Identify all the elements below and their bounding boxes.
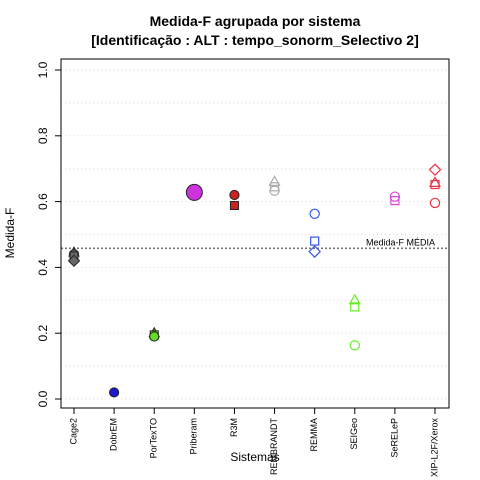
points-layer — [67, 163, 442, 398]
data-point-circle — [185, 183, 203, 201]
data-point-circle — [269, 185, 280, 196]
x-tick-label: R3M — [229, 418, 239, 437]
data-point-circle — [349, 340, 360, 351]
data-point-square — [269, 182, 280, 192]
data-point-square — [229, 201, 239, 211]
x-axis-label: Sistemas — [230, 450, 279, 464]
data-point-diamond — [67, 254, 81, 268]
chart-title: Medida-F agrupada por sistema — [150, 13, 361, 29]
data-point-circle — [389, 191, 401, 202]
x-tick-label: Cage2 — [68, 418, 78, 445]
data-point-triangle — [428, 176, 442, 187]
reference-line-label: Medida-F MÉDIA — [366, 237, 435, 247]
x-tick-label: SeRELeP — [389, 418, 399, 458]
data-point-diamond — [428, 163, 442, 177]
chart-subtitle: [Identificação : ALT : tempo_sonorm_Sele… — [91, 32, 419, 48]
x-tick-label: Priberam — [189, 418, 199, 455]
data-point-diamond — [308, 245, 322, 258]
data-point-triangle — [268, 175, 281, 186]
y-tick-label: 0.4 — [36, 259, 50, 276]
data-point-circle — [229, 189, 240, 201]
y-axis-label: Medida-F — [3, 208, 17, 259]
data-point-square — [310, 236, 320, 246]
y-tick-label: 0.8 — [36, 127, 50, 144]
y-tick-label: 1.0 — [36, 61, 50, 78]
x-tick-label: REMMA — [309, 418, 319, 452]
y-tick-label: 0.0 — [36, 390, 50, 407]
axes-layer: 0.0 0.2 0.4 0.6 0.8 1.0 Cage2 DobrEM PorTexTO Pri… — [36, 58, 450, 478]
y-tick-label: 0.2 — [36, 325, 50, 342]
x-tick-label: DobrEM — [108, 418, 118, 451]
data-point-circle — [309, 208, 320, 219]
data-point-square — [390, 196, 400, 206]
x-tick-label: REMBRANDT — [269, 418, 279, 476]
data-point-circle — [149, 331, 160, 342]
x-tick-label: SEIGeo — [349, 418, 359, 450]
data-point-triangle — [348, 293, 361, 305]
data-point-square — [350, 302, 360, 312]
y-tick-label: 0.6 — [36, 193, 50, 210]
reference-line-layer: Medida-F MÉDIA — [61, 237, 449, 250]
data-point-circle — [109, 387, 120, 398]
x-tick-label: PorTexTO — [149, 418, 159, 458]
data-point-square — [430, 179, 440, 190]
plot-frame — [60, 58, 450, 409]
data-point-circle — [429, 197, 441, 209]
x-tick-label: XIP-L2F/Xerox — [429, 418, 439, 478]
grid-layer — [61, 69, 449, 400]
